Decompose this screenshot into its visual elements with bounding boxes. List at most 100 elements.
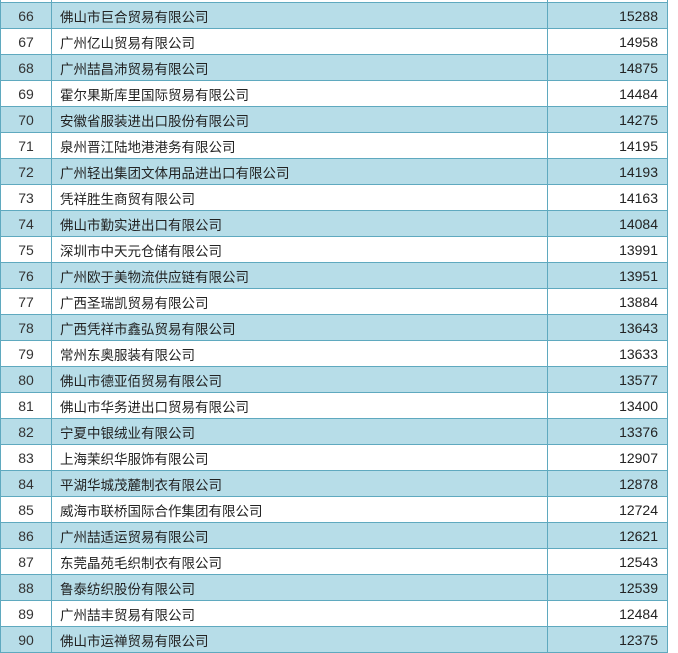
value-cell: 13884 bbox=[547, 288, 668, 315]
table-row: 87 东莞晶苑毛织制衣有限公司 12543 bbox=[0, 548, 668, 575]
table-row: 66 佛山市巨合贸易有限公司 15288 bbox=[0, 2, 668, 29]
rank-cell: 79 bbox=[0, 340, 52, 367]
rank-cell: 73 bbox=[0, 184, 52, 211]
rank-cell: 88 bbox=[0, 574, 52, 601]
value-cell: 12724 bbox=[547, 496, 668, 523]
table-row: 88 鲁泰纺织股份有限公司 12539 bbox=[0, 574, 668, 601]
company-name-cell: 泉州晋江陆地港港务有限公司 bbox=[51, 132, 548, 159]
value-cell: 14163 bbox=[547, 184, 668, 211]
company-name-cell: 安徽省服装进出口股份有限公司 bbox=[51, 106, 548, 133]
table-row: 71 泉州晋江陆地港港务有限公司 14195 bbox=[0, 132, 668, 159]
value-cell: 12621 bbox=[547, 522, 668, 549]
value-cell: 12907 bbox=[547, 444, 668, 471]
table-row: 73 凭祥胜生商贸有限公司 14163 bbox=[0, 184, 668, 211]
table-row: 78 广西凭祥市鑫弘贸易有限公司 13643 bbox=[0, 314, 668, 341]
table-row: 74 佛山市勤实进出口有限公司 14084 bbox=[0, 210, 668, 237]
value-cell: 12543 bbox=[547, 548, 668, 575]
value-cell: 13643 bbox=[547, 314, 668, 341]
value-cell: 14275 bbox=[547, 106, 668, 133]
company-name-cell: 上海茉织华服饰有限公司 bbox=[51, 444, 548, 471]
value-cell: 13633 bbox=[547, 340, 668, 367]
value-cell: 14875 bbox=[547, 54, 668, 81]
table-row: 89 广州喆丰贸易有限公司 12484 bbox=[0, 600, 668, 627]
rank-cell: 86 bbox=[0, 522, 52, 549]
rank-cell: 72 bbox=[0, 158, 52, 185]
table-row: 77 广西圣瑞凯贸易有限公司 13884 bbox=[0, 288, 668, 315]
company-name-cell: 广西凭祥市鑫弘贸易有限公司 bbox=[51, 314, 548, 341]
value-cell: 13577 bbox=[547, 366, 668, 393]
rank-cell: 74 bbox=[0, 210, 52, 237]
value-cell: 14084 bbox=[547, 210, 668, 237]
table-row: 76 广州欧于美物流供应链有限公司 13951 bbox=[0, 262, 668, 289]
company-name-cell: 广州喆昌沛贸易有限公司 bbox=[51, 54, 548, 81]
value-cell: 13951 bbox=[547, 262, 668, 289]
rank-cell: 84 bbox=[0, 470, 52, 497]
rank-cell: 69 bbox=[0, 80, 52, 107]
table-row: 90 佛山市运禅贸易有限公司 12375 bbox=[0, 626, 668, 653]
company-name-cell: 鲁泰纺织股份有限公司 bbox=[51, 574, 548, 601]
value-cell: 13400 bbox=[547, 392, 668, 419]
value-cell: 14958 bbox=[547, 28, 668, 55]
rank-cell: 68 bbox=[0, 54, 52, 81]
table-row: 83 上海茉织华服饰有限公司 12907 bbox=[0, 444, 668, 471]
company-name-cell: 东莞晶苑毛织制衣有限公司 bbox=[51, 548, 548, 575]
company-name-cell: 广西圣瑞凯贸易有限公司 bbox=[51, 288, 548, 315]
company-name-cell: 常州东奥服装有限公司 bbox=[51, 340, 548, 367]
company-name-cell: 佛山市巨合贸易有限公司 bbox=[51, 2, 548, 29]
table-row: 80 佛山市德亚佰贸易有限公司 13577 bbox=[0, 366, 668, 393]
table-row: 81 佛山市华务进出口贸易有限公司 13400 bbox=[0, 392, 668, 419]
company-name-cell: 凭祥胜生商贸有限公司 bbox=[51, 184, 548, 211]
rank-cell: 78 bbox=[0, 314, 52, 341]
value-cell: 14193 bbox=[547, 158, 668, 185]
value-cell: 15288 bbox=[547, 2, 668, 29]
table-row: 84 平湖华城茂麓制衣有限公司 12878 bbox=[0, 470, 668, 497]
rank-cell: 75 bbox=[0, 236, 52, 263]
company-name-cell: 佛山市华务进出口贸易有限公司 bbox=[51, 392, 548, 419]
rank-cell: 83 bbox=[0, 444, 52, 471]
table-row: 85 威海市联桥国际合作集团有限公司 12724 bbox=[0, 496, 668, 523]
company-name-cell: 佛山市德亚佰贸易有限公司 bbox=[51, 366, 548, 393]
rank-cell: 76 bbox=[0, 262, 52, 289]
value-cell: 12375 bbox=[547, 626, 668, 653]
rank-cell: 90 bbox=[0, 626, 52, 653]
company-name-cell: 广州亿山贸易有限公司 bbox=[51, 28, 548, 55]
table-row: 82 宁夏中银绒业有限公司 13376 bbox=[0, 418, 668, 445]
rank-cell: 77 bbox=[0, 288, 52, 315]
value-cell: 13991 bbox=[547, 236, 668, 263]
company-name-cell: 平湖华城茂麓制衣有限公司 bbox=[51, 470, 548, 497]
company-name-cell: 广州轻出集团文体用品进出口有限公司 bbox=[51, 158, 548, 185]
rank-cell: 89 bbox=[0, 600, 52, 627]
company-name-cell: 宁夏中银绒业有限公司 bbox=[51, 418, 548, 445]
table-row: 70 安徽省服装进出口股份有限公司 14275 bbox=[0, 106, 668, 133]
rank-cell: 85 bbox=[0, 496, 52, 523]
value-cell: 12878 bbox=[547, 470, 668, 497]
company-name-cell: 深圳市中天元仓储有限公司 bbox=[51, 236, 548, 263]
rank-cell: 71 bbox=[0, 132, 52, 159]
rank-cell: 67 bbox=[0, 28, 52, 55]
table-row: 69 霍尔果斯库里国际贸易有限公司 14484 bbox=[0, 80, 668, 107]
table-row: 79 常州东奥服装有限公司 13633 bbox=[0, 340, 668, 367]
value-cell: 12484 bbox=[547, 600, 668, 627]
rank-cell: 70 bbox=[0, 106, 52, 133]
company-name-cell: 佛山市运禅贸易有限公司 bbox=[51, 626, 548, 653]
value-cell: 12539 bbox=[547, 574, 668, 601]
table-row: 72 广州轻出集团文体用品进出口有限公司 14193 bbox=[0, 158, 668, 185]
value-cell: 13376 bbox=[547, 418, 668, 445]
table-row: 75 深圳市中天元仓储有限公司 13991 bbox=[0, 236, 668, 263]
company-name-cell: 广州喆适运贸易有限公司 bbox=[51, 522, 548, 549]
value-cell: 14195 bbox=[547, 132, 668, 159]
rank-cell: 66 bbox=[0, 2, 52, 29]
company-name-cell: 威海市联桥国际合作集团有限公司 bbox=[51, 496, 548, 523]
company-name-cell: 广州喆丰贸易有限公司 bbox=[51, 600, 548, 627]
company-name-cell: 霍尔果斯库里国际贸易有限公司 bbox=[51, 80, 548, 107]
company-name-cell: 广州欧于美物流供应链有限公司 bbox=[51, 262, 548, 289]
table-row: 68 广州喆昌沛贸易有限公司 14875 bbox=[0, 54, 668, 81]
company-name-cell: 佛山市勤实进出口有限公司 bbox=[51, 210, 548, 237]
rank-cell: 87 bbox=[0, 548, 52, 575]
rank-cell: 81 bbox=[0, 392, 52, 419]
value-cell: 14484 bbox=[547, 80, 668, 107]
table-row: 67 广州亿山贸易有限公司 14958 bbox=[0, 28, 668, 55]
table-row: 86 广州喆适运贸易有限公司 12621 bbox=[0, 522, 668, 549]
rank-cell: 82 bbox=[0, 418, 52, 445]
